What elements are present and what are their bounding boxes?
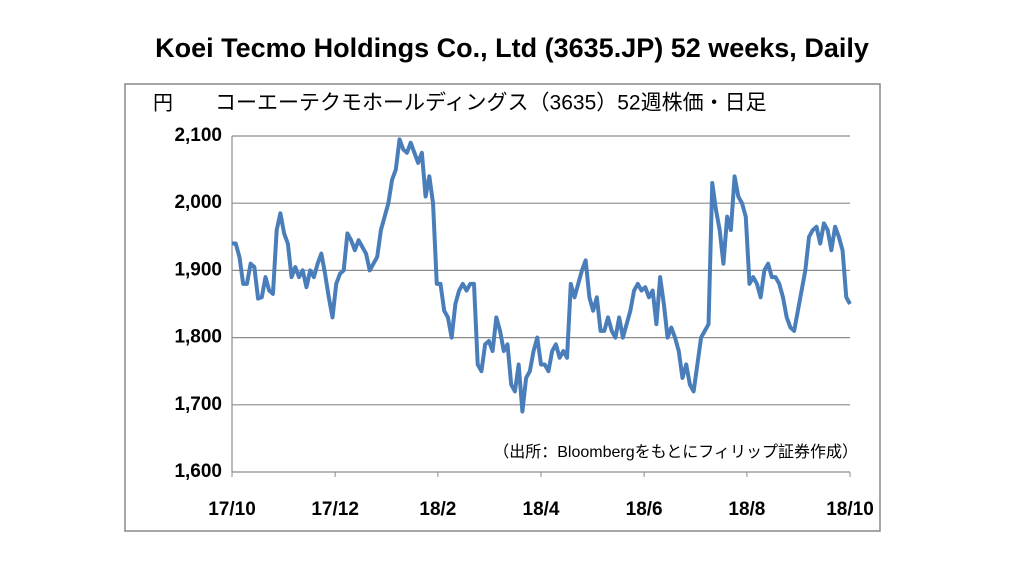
y-tick-label: 2,100 xyxy=(174,125,222,146)
x-tick-label: 17/10 xyxy=(208,499,256,520)
annotation: （出所：Bloombergをもとにフィリップ証券作成） xyxy=(493,443,858,461)
y-tick-label: 1,900 xyxy=(174,259,222,280)
x-tick-label: 18/8 xyxy=(728,499,765,520)
y-tick-label: 1,700 xyxy=(174,394,222,415)
y-axis-label: 円 xyxy=(153,92,173,114)
price-line xyxy=(232,137,852,414)
x-tick-label: 18/10 xyxy=(826,499,874,520)
chart-title: Koei Tecmo Holdings Co., Ltd (3635.JP) 5… xyxy=(155,33,869,63)
x-tick-label: 17/12 xyxy=(311,499,359,520)
x-tick-label: 18/4 xyxy=(523,499,560,520)
x-tick-label: 18/6 xyxy=(626,499,663,520)
chart-frame xyxy=(124,83,881,532)
y-tick-label: 2,000 xyxy=(174,192,222,213)
x-tick-label: 18/2 xyxy=(419,499,456,520)
y-tick-label: 1,800 xyxy=(174,327,222,348)
chart-subtitle: コーエーテクモホールディングス（3635）52週株価・日足 xyxy=(215,92,767,115)
y-tick-label: 1,600 xyxy=(174,461,222,482)
